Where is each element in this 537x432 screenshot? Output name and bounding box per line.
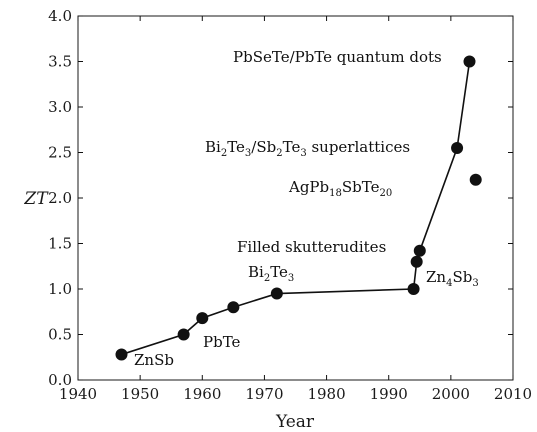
y-tick-label: 4.0 [48, 7, 72, 25]
annotation-text-part: superlattices [307, 138, 410, 156]
annotation-text-part: 3 [245, 148, 251, 159]
annotation-text-part: Te [283, 138, 301, 156]
x-axis-title: Year [275, 412, 315, 432]
annotation-agpbsbte: AgPb18SbTe20 [288, 178, 392, 199]
annotation-text-part: /Sb [251, 138, 276, 156]
annotation-text-part: 2 [221, 148, 227, 159]
annotation-text-part: PbSeTe/PbTe quantum dots [233, 48, 442, 66]
data-point-marker [227, 301, 240, 314]
annotation-text-part: 20 [379, 188, 392, 199]
data-point-marker [196, 312, 209, 325]
annotation-text-part: 3 [472, 278, 478, 289]
data-point-marker [413, 244, 426, 257]
data-point-marker [469, 173, 482, 186]
data-point-marker [115, 348, 128, 361]
annotation-text-part: SbTe [342, 178, 380, 196]
x-tick-label: 1980 [307, 385, 345, 403]
data-point-marker [410, 255, 423, 268]
annotation-text-part: Bi [248, 263, 264, 281]
annotation-znsb: ZnSb [134, 351, 174, 369]
y-tick-label: 3.0 [48, 98, 72, 116]
plot-area-frame [77, 15, 514, 381]
x-tick-label: 1950 [121, 385, 159, 403]
x-tick-label: 1940 [59, 385, 97, 403]
x-tick-label: 1960 [183, 385, 221, 403]
zt-progression-line [121, 61, 471, 356]
annotation-text-part: PbTe [203, 333, 241, 351]
annotation-quantum-dots: PbSeTe/PbTe quantum dots [233, 48, 442, 66]
x-tick-label: 2000 [432, 385, 470, 403]
annotation-bi2te3: Bi2Te3 [248, 263, 294, 284]
annotation-text-part: Te [227, 138, 245, 156]
annotation-text-part: Sb [452, 268, 472, 286]
data-point-marker [463, 55, 476, 68]
annotation-text-part: 2 [276, 148, 282, 159]
annotation-text-part: Te [270, 263, 288, 281]
y-axis-ticks: 0.0 0.5 1.0 1.5 2.0 2.5 3.0 3.5 4.0 [48, 7, 513, 389]
x-tick-label: 1970 [245, 385, 283, 403]
y-axis-title: ZT [23, 189, 49, 209]
y-tick-label: 0.0 [48, 371, 72, 389]
annotation-pbte: PbTe [203, 333, 241, 351]
annotation-text-part: 4 [446, 278, 452, 289]
annotation-text-part: 3 [300, 148, 306, 159]
data-point-marker [407, 283, 420, 295]
annotation-text-part: Bi [205, 138, 221, 156]
annotation-text-part: 2 [264, 273, 270, 284]
annotation-skutterudites: Filled skutterudites [237, 238, 386, 256]
x-tick-label: 2010 [494, 385, 532, 403]
annotation-text-part: AgPb [288, 178, 329, 196]
annotation-zn4sb3: Zn4Sb3 [426, 268, 479, 289]
annotation-text-part: Filled skutterudites [237, 238, 386, 256]
data-point-marker [177, 328, 190, 341]
annotation-text-part: 18 [329, 188, 342, 199]
y-tick-label: 2.0 [48, 189, 72, 207]
annotation-text-part: ZnSb [134, 351, 174, 369]
data-point-marker [451, 141, 464, 154]
series-layer [115, 55, 482, 361]
y-tick-label: 1.5 [48, 235, 72, 253]
x-tick-label: 1990 [370, 385, 408, 403]
annotation-text-part: Zn [426, 268, 446, 286]
data-point-marker [270, 287, 283, 300]
x-axis-ticks: 1940 1950 1960 1970 1980 1990 2000 2010 [59, 16, 532, 403]
y-tick-label: 0.5 [48, 326, 72, 344]
y-tick-label: 1.0 [48, 280, 72, 298]
y-tick-label: 2.5 [48, 144, 72, 162]
annotation-text-part: 3 [288, 273, 294, 284]
y-tick-label: 3.5 [48, 53, 72, 71]
annotation-superlattices: Bi2Te3/Sb2Te3 superlattices [205, 138, 410, 159]
